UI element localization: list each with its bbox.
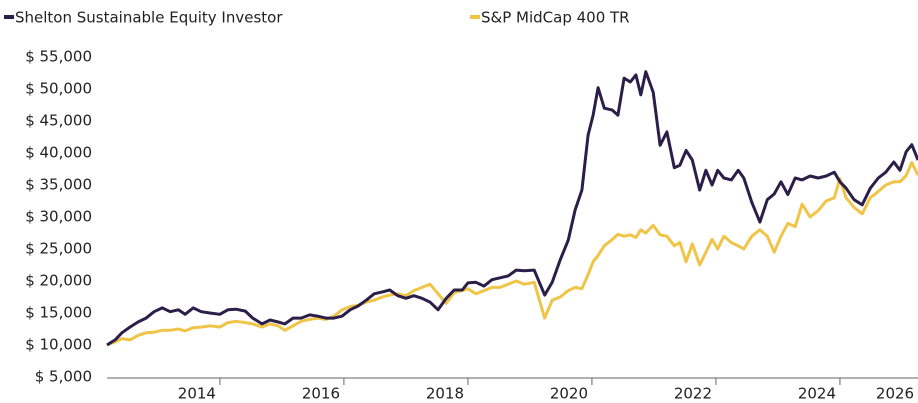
y-tick-label: $ 15,000 xyxy=(25,304,92,322)
y-tick-label: $ 35,000 xyxy=(25,176,92,194)
y-tick-label: $ 45,000 xyxy=(25,112,92,130)
series-line xyxy=(106,161,918,347)
series-line xyxy=(106,70,918,347)
x-tick-label: 2024 xyxy=(798,385,836,403)
legend-label: S&P MidCap 400 TR xyxy=(481,9,630,27)
x-tick-label: 2014 xyxy=(178,385,216,403)
legend-label: Shelton Sustainable Equity Investor xyxy=(15,9,283,27)
y-tick-label: $ 50,000 xyxy=(25,80,92,98)
y-tick-label: $ 10,000 xyxy=(25,336,92,354)
y-tick-label: $ 25,000 xyxy=(25,240,92,258)
x-tick-label: 2022 xyxy=(674,385,712,403)
y-tick-label: $ 55,000 xyxy=(25,48,92,66)
x-tick-label: 2018 xyxy=(426,385,464,403)
x-tick-label: 2020 xyxy=(550,385,588,403)
x-tick-label: 2026 xyxy=(876,385,914,403)
y-tick-label: $ 20,000 xyxy=(25,272,92,290)
y-tick-label: $ 40,000 xyxy=(25,144,92,162)
y-tick-label: $ 5,000 xyxy=(35,368,92,386)
y-tick-label: $ 30,000 xyxy=(25,208,92,226)
x-tick-label: 2016 xyxy=(302,385,340,403)
